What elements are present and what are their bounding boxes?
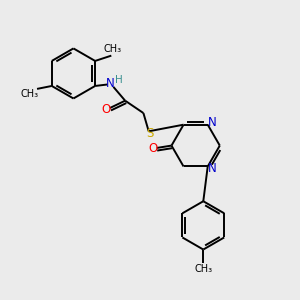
Text: N: N xyxy=(106,77,115,90)
Text: CH₃: CH₃ xyxy=(21,89,39,99)
Text: S: S xyxy=(146,127,154,140)
Text: O: O xyxy=(148,142,157,155)
Text: CH₃: CH₃ xyxy=(104,44,122,54)
Text: N: N xyxy=(208,116,217,129)
Text: H: H xyxy=(115,75,122,85)
Text: N: N xyxy=(208,162,217,175)
Text: O: O xyxy=(101,103,110,116)
Text: CH₃: CH₃ xyxy=(194,264,212,274)
